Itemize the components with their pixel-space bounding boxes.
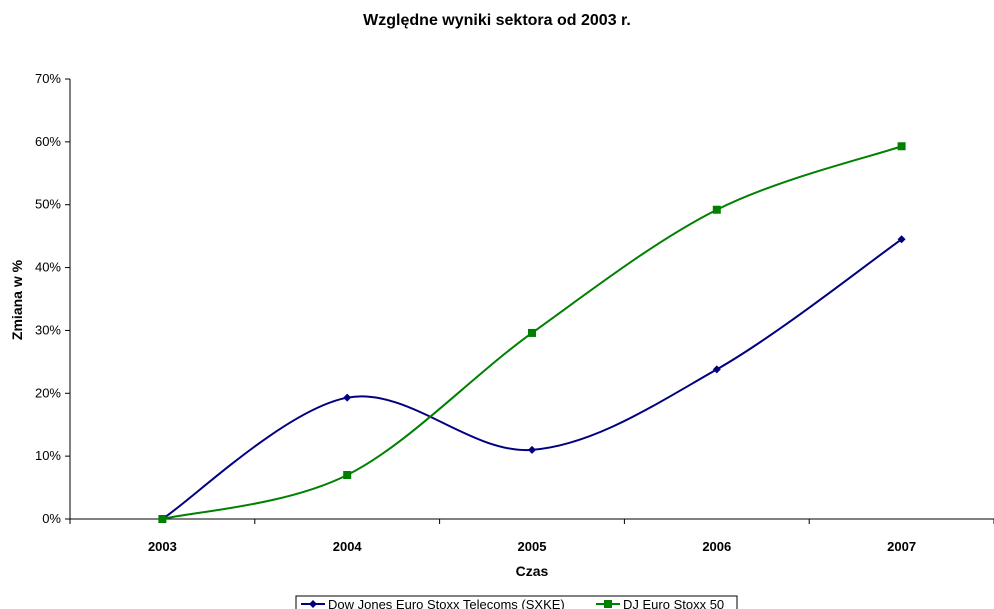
series-line-0: [161, 238, 903, 520]
y-tick-label: 30%: [35, 322, 61, 337]
y-tick-label: 40%: [35, 260, 61, 275]
y-tick-label: 10%: [35, 448, 61, 463]
chart-title: Względne wyniki sektora od 2003 r.: [363, 12, 631, 29]
x-tick-label: 2007: [887, 539, 916, 554]
x-axis-label: Czas: [516, 563, 549, 579]
data-point-1: [897, 142, 906, 151]
y-tick-label: 50%: [35, 197, 61, 212]
legend: Dow Jones Euro Stoxx Telecoms (SXKE) DJ …: [295, 595, 738, 609]
y-tick-label: 20%: [35, 385, 61, 400]
x-ticks: 2003 2004 2005 2006 2007: [69, 519, 994, 554]
data-point-0: [712, 365, 721, 374]
x-tick-label: 2005: [518, 539, 547, 554]
data-point-1: [528, 328, 536, 337]
data-point-0: [528, 445, 536, 454]
legend-label-sxke: Dow Jones Euro Stoxx Telecoms (SXKE): [328, 597, 565, 609]
x-tick-label: 2003: [148, 539, 177, 554]
y-tick-label: 70%: [35, 71, 61, 86]
y-axis-label: Zmiana w %: [9, 259, 25, 340]
legend-marker-stoxx50: [604, 600, 612, 608]
x-tick-label: 2004: [333, 539, 363, 554]
data-point-0: [897, 235, 906, 244]
legend-box: [295, 595, 738, 609]
legend-marker-sxke: [309, 600, 317, 608]
data-point-1: [158, 515, 167, 523]
data-point-1: [712, 205, 721, 214]
data-point-0: [343, 393, 352, 402]
series-layer: [158, 142, 906, 523]
x-tick-label: 2006: [702, 539, 731, 554]
legend-label-stoxx50: DJ Euro Stoxx 50: [623, 597, 724, 609]
y-ticks: 0% 10% 20% 30% 40% 50% 60% 70%: [35, 71, 70, 526]
data-point-1: [343, 471, 352, 479]
y-tick-label: 60%: [35, 134, 61, 149]
y-tick-label: 0%: [42, 511, 61, 526]
